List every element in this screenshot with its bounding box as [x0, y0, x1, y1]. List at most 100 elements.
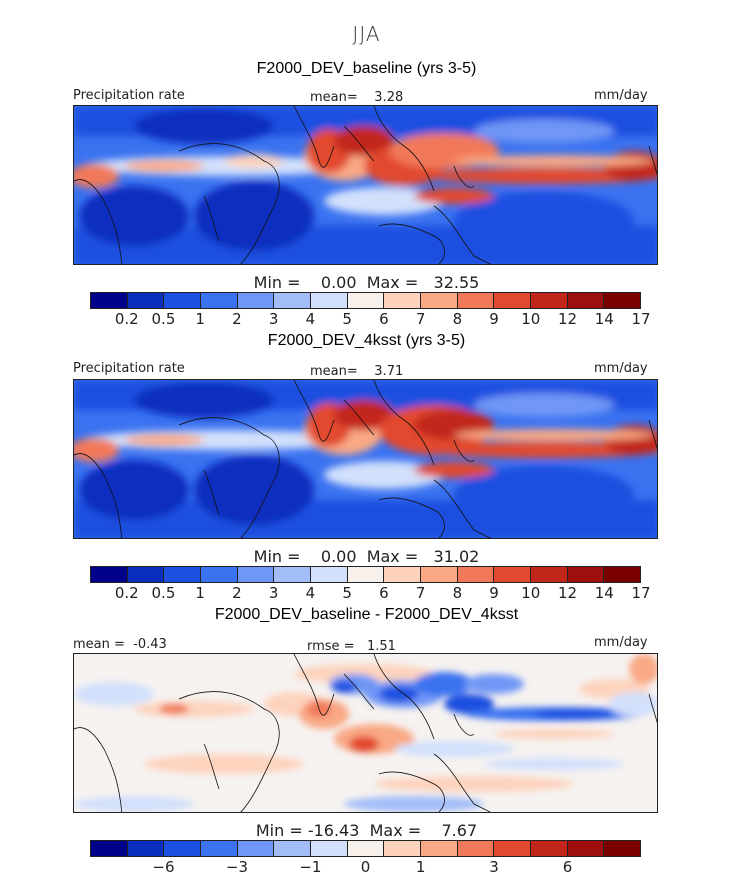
- panel-2-map-svg: [74, 380, 657, 538]
- colorbar-bin: [567, 567, 605, 582]
- colorbar-tick: 6: [379, 310, 389, 328]
- panel-1-minmax: Min = 0.00 Max = 32.55: [253, 273, 480, 292]
- colorbar-tick: 9: [489, 584, 499, 602]
- colorbar-bin: [384, 567, 422, 582]
- colorbar-tick: 0: [360, 858, 371, 876]
- panel-2-mean-label: mean= 3.71: [310, 364, 404, 379]
- colorbar-tick: 4: [305, 310, 316, 328]
- colorbar-bin: [421, 841, 458, 856]
- panel-2-colorbar-ticks: 0.2 0.5 1 2 3 4 5 6 7 8 9 10 12 14 17: [90, 584, 651, 602]
- colorbar-bin: [311, 567, 348, 582]
- colorbar-bin: [567, 293, 605, 308]
- panel-3-minmax: Min = -16.43 Max = 7.67: [255, 821, 478, 840]
- colorbar-bin: [164, 841, 202, 856]
- colorbar-bin: [201, 841, 238, 856]
- colorbar-tick: 9: [489, 310, 499, 328]
- colorbar-bin: [274, 567, 312, 582]
- colorbar-bin: [237, 293, 275, 308]
- panel-3-map: [73, 653, 658, 813]
- colorbar-tick: −1: [299, 858, 322, 876]
- colorbar-bin: [457, 293, 495, 308]
- colorbar-bin: [311, 293, 348, 308]
- colorbar-bin: [384, 841, 422, 856]
- colorbar-bin: [164, 567, 202, 582]
- colorbar-bin: [567, 841, 605, 856]
- colorbar-bin: [274, 841, 312, 856]
- colorbar-bin: [91, 567, 128, 582]
- colorbar-tick: 6: [562, 858, 573, 876]
- panel-2-map: [73, 379, 658, 539]
- colorbar-tick: 2: [232, 310, 242, 328]
- colorbar-bin: [494, 293, 532, 308]
- colorbar-bin: [604, 841, 641, 856]
- colorbar-tick: 14: [594, 310, 614, 328]
- panel-2-colorbar: [90, 566, 641, 583]
- colorbar-tick: 7: [415, 310, 426, 328]
- colorbar-bin: [457, 567, 495, 582]
- colorbar-bin: [604, 567, 641, 582]
- colorbar-bin: [201, 567, 238, 582]
- colorbar-bin: [457, 841, 495, 856]
- colorbar-tick: 3: [268, 584, 279, 602]
- colorbar-bin: [91, 293, 128, 308]
- colorbar-bin: [531, 567, 568, 582]
- colorbar-bin: [494, 567, 532, 582]
- panel-3-units-label: mm/day: [594, 635, 648, 650]
- panel-1-title: F2000_DEV_baseline (yrs 3-5): [256, 60, 477, 77]
- colorbar-tick: 5: [342, 584, 352, 602]
- panel-3-mean-label: mean = -0.43: [73, 637, 167, 652]
- panel-3-map-svg: [74, 654, 657, 812]
- panel-1-map-svg: [74, 106, 657, 264]
- colorbar-tick: 7: [415, 584, 426, 602]
- colorbar-tick: 5: [342, 310, 352, 328]
- colorbar-bin: [127, 567, 165, 582]
- colorbar-tick: 3: [489, 858, 499, 876]
- colorbar-tick: 4: [305, 584, 316, 602]
- colorbar-bin: [237, 841, 275, 856]
- colorbar-bin: [164, 293, 202, 308]
- colorbar-bin: [127, 293, 165, 308]
- colorbar-bin: [274, 293, 312, 308]
- panel-1-variable-label: Precipitation rate: [73, 88, 185, 103]
- colorbar-tick: 12: [558, 310, 578, 328]
- colorbar-bin: [201, 293, 238, 308]
- colorbar-tick: 1: [415, 858, 426, 876]
- panel-2-title: F2000_DEV_4ksst (yrs 3-5): [267, 332, 466, 349]
- panel-1-units-label: mm/day: [594, 88, 648, 103]
- colorbar-tick: 0.2: [114, 310, 139, 328]
- season-title: JJA: [352, 22, 381, 46]
- colorbar-tick: 10: [521, 584, 541, 602]
- panel-1-colorbar-ticks: 0.2 0.5 1 2 3 4 5 6 7 8 9 10 12 14 17: [90, 310, 651, 328]
- colorbar-tick: 17: [631, 310, 651, 328]
- colorbar-bin: [91, 841, 128, 856]
- panel-3-title: F2000_DEV_baseline - F2000_DEV_4ksst: [214, 606, 519, 623]
- panel-1-colorbar: [90, 292, 641, 309]
- colorbar-bin: [347, 567, 385, 582]
- colorbar-tick: 8: [452, 584, 463, 602]
- colorbar-tick: 17: [631, 584, 651, 602]
- colorbar-bin: [531, 841, 568, 856]
- panel-3-colorbar-ticks: −6 −3 −1 0 1 3 6: [90, 858, 641, 876]
- colorbar-tick: −3: [225, 858, 248, 876]
- colorbar-tick: 0.5: [151, 310, 176, 328]
- colorbar-bin: [384, 293, 422, 308]
- colorbar-bin: [237, 567, 275, 582]
- panel-2-units-label: mm/day: [594, 361, 648, 376]
- colorbar-bin: [347, 293, 385, 308]
- colorbar-tick: 14: [594, 584, 614, 602]
- panel-1-mean-label: mean= 3.28: [310, 90, 404, 105]
- colorbar-bin: [347, 841, 385, 856]
- colorbar-tick: 0.2: [114, 584, 139, 602]
- colorbar-tick: 0.5: [151, 584, 176, 602]
- colorbar-tick: 1: [195, 584, 205, 602]
- panel-2-variable-label: Precipitation rate: [73, 361, 185, 376]
- colorbar-bin: [127, 841, 165, 856]
- colorbar-bin: [494, 841, 532, 856]
- panel-3-colorbar: [90, 840, 641, 857]
- colorbar-tick: 3: [268, 310, 279, 328]
- colorbar-tick: 10: [521, 310, 541, 328]
- colorbar-tick: −6: [152, 858, 175, 876]
- colorbar-bin: [311, 841, 348, 856]
- colorbar-bin: [421, 293, 458, 308]
- panel-2-minmax: Min = 0.00 Max = 31.02: [253, 547, 480, 566]
